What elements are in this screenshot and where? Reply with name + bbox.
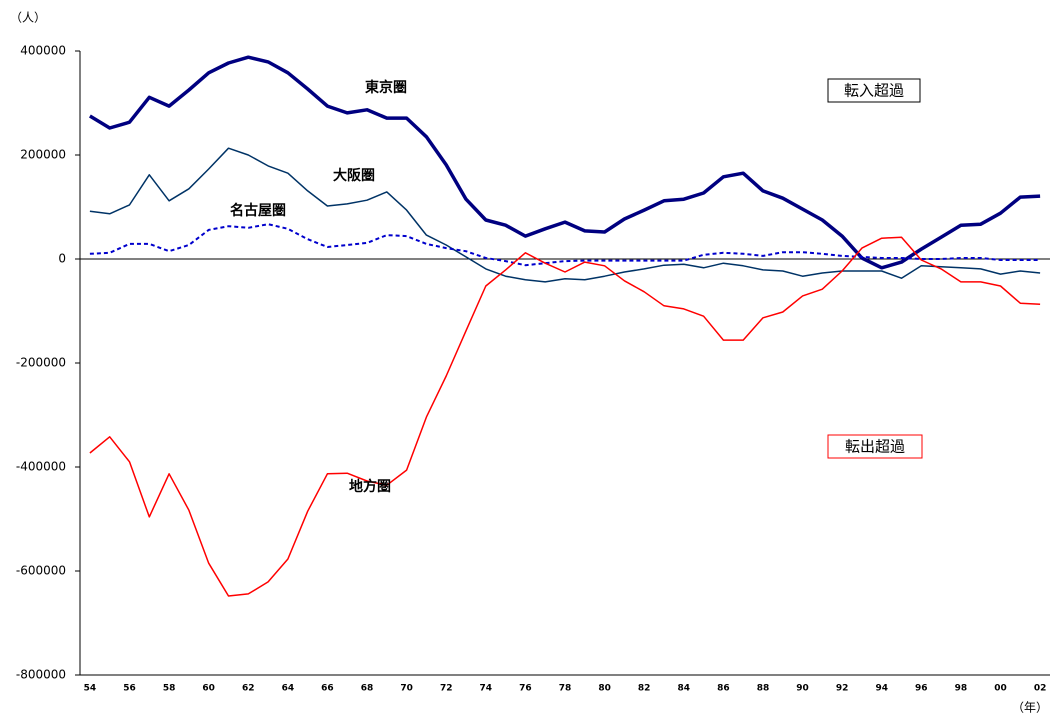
x-tick-label: 78 [559, 684, 572, 694]
x-tick-label: 82 [638, 684, 651, 694]
y-tick-label: -200000 [16, 356, 66, 370]
series-label: 名古屋圏 [230, 202, 286, 219]
x-tick-label: 70 [400, 684, 413, 694]
y-tick-label: -600000 [16, 564, 66, 578]
series-line [88, 55, 1041, 270]
x-tick-label: 90 [796, 684, 809, 694]
series-line [89, 236, 1041, 597]
y-tick-label: -800000 [16, 668, 66, 682]
series-label: 地方圏 [349, 478, 391, 495]
series-line [89, 223, 1041, 267]
x-tick-label: 86 [717, 684, 730, 694]
x-tick-label: 62 [242, 684, 255, 694]
x-tick-label: 88 [757, 684, 770, 694]
annotation-box [827, 78, 921, 103]
x-tick-label: 94 [875, 684, 888, 694]
x-tick-label: 58 [163, 684, 176, 694]
x-tick-label: 76 [519, 684, 532, 694]
x-tick-label: 00 [994, 684, 1007, 694]
series-label: 大阪圏 [333, 167, 375, 184]
y-axis-label: （人） [10, 11, 46, 25]
x-tick-label: 02 [1034, 684, 1047, 694]
series-line [89, 147, 1041, 283]
x-tick-label: 64 [282, 684, 295, 694]
annotation: 転入超過 [844, 82, 904, 100]
x-tick-label: 92 [836, 684, 849, 694]
x-tick-label: 54 [84, 684, 97, 694]
x-tick-label: 98 [955, 684, 968, 694]
y-tick-label: -400000 [16, 460, 66, 474]
annotation: 転出超過 [845, 438, 905, 456]
x-tick-label: 60 [202, 684, 215, 694]
annotation-box [827, 434, 923, 459]
x-tick-label: 96 [915, 684, 928, 694]
series-label: 東京圏 [365, 79, 407, 96]
x-tick-label: 84 [678, 684, 691, 694]
y-tick-label: 400000 [20, 44, 66, 58]
x-tick-label: 66 [321, 684, 334, 694]
x-tick-label: 68 [361, 684, 374, 694]
y-tick-label: 200000 [20, 148, 66, 162]
x-tick-label: 56 [123, 684, 136, 694]
x-tick-label: 74 [480, 684, 493, 694]
y-tick-label: 0 [58, 252, 66, 266]
x-tick-label: 72 [440, 684, 453, 694]
x-tick-label: 80 [598, 684, 611, 694]
x-axis-label: （年） [1012, 701, 1048, 715]
